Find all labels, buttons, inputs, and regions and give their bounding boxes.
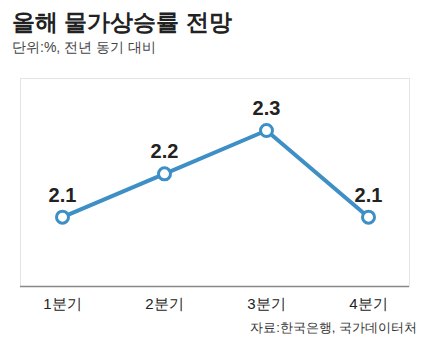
svg-text:2.1: 2.1 — [355, 184, 383, 206]
svg-text:2.3: 2.3 — [253, 97, 281, 119]
svg-text:2분기: 2분기 — [145, 295, 183, 312]
html-text:단위:%, 전년 동기 대비: 단위:%, 전년 동기 대비 — [12, 39, 156, 55]
svg-text:1분기: 1분기 — [43, 295, 81, 312]
html-text:올해 물가상승률 전망: 올해 물가상승률 전망 — [12, 9, 232, 35]
svg-text:2.1: 2.1 — [49, 184, 77, 206]
svg-text:3분기: 3분기 — [247, 295, 285, 312]
svg-text:4분기: 4분기 — [349, 295, 387, 312]
svg-text:2.2: 2.2 — [151, 140, 179, 162]
html-text:자료:한국은행, 국가데이터처: 자료:한국은행, 국가데이터처 — [250, 320, 417, 335]
